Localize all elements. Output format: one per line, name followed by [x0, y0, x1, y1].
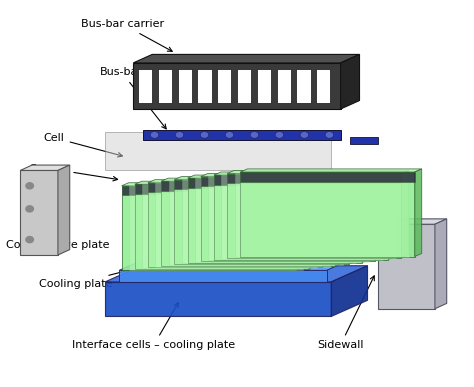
Polygon shape — [227, 170, 409, 173]
Polygon shape — [227, 173, 401, 183]
Polygon shape — [135, 184, 309, 269]
Polygon shape — [214, 175, 388, 185]
Text: Sidewall: Sidewall — [317, 276, 374, 350]
Polygon shape — [105, 266, 367, 282]
Polygon shape — [133, 55, 359, 63]
Polygon shape — [201, 176, 375, 186]
Polygon shape — [322, 180, 329, 267]
Polygon shape — [208, 176, 383, 260]
Polygon shape — [201, 173, 382, 176]
Polygon shape — [148, 183, 322, 192]
Polygon shape — [174, 180, 349, 264]
Polygon shape — [227, 173, 401, 258]
Bar — [277, 68, 291, 103]
Bar — [217, 68, 231, 103]
Polygon shape — [388, 172, 395, 260]
Polygon shape — [169, 180, 343, 265]
Bar — [296, 68, 310, 103]
Polygon shape — [58, 165, 70, 255]
Polygon shape — [362, 175, 369, 263]
Bar — [158, 68, 172, 103]
Polygon shape — [309, 181, 316, 269]
Polygon shape — [188, 178, 362, 263]
Polygon shape — [135, 181, 316, 184]
Polygon shape — [20, 165, 70, 170]
Polygon shape — [401, 170, 409, 258]
Polygon shape — [142, 183, 317, 268]
Bar — [316, 68, 330, 103]
Polygon shape — [121, 186, 296, 271]
Polygon shape — [161, 178, 343, 181]
Ellipse shape — [175, 132, 184, 138]
Text: Spacer: Spacer — [30, 164, 118, 181]
Polygon shape — [119, 271, 327, 282]
Polygon shape — [148, 183, 322, 267]
Polygon shape — [20, 170, 58, 255]
Polygon shape — [214, 172, 395, 175]
Polygon shape — [133, 63, 341, 109]
Ellipse shape — [300, 132, 309, 138]
Polygon shape — [435, 219, 447, 309]
Polygon shape — [161, 181, 336, 266]
Polygon shape — [161, 181, 336, 191]
Circle shape — [26, 236, 34, 243]
Polygon shape — [182, 179, 356, 264]
Ellipse shape — [150, 132, 159, 138]
Bar — [138, 68, 152, 103]
Bar — [237, 68, 251, 103]
Polygon shape — [378, 219, 447, 224]
Polygon shape — [201, 176, 375, 261]
Ellipse shape — [250, 132, 259, 138]
Bar — [143, 130, 341, 140]
Bar — [178, 68, 192, 103]
Circle shape — [26, 183, 34, 189]
Polygon shape — [105, 282, 331, 317]
Text: Bus-bar carrier: Bus-bar carrier — [82, 19, 172, 51]
Bar — [350, 137, 378, 144]
Polygon shape — [235, 173, 409, 257]
Polygon shape — [415, 169, 422, 257]
Ellipse shape — [325, 132, 334, 138]
Polygon shape — [174, 180, 349, 189]
Polygon shape — [375, 173, 382, 261]
Polygon shape — [296, 183, 303, 271]
Polygon shape — [221, 174, 396, 259]
Bar — [257, 68, 271, 103]
Polygon shape — [174, 176, 356, 180]
Polygon shape — [155, 182, 330, 267]
Text: Bus-bar: Bus-bar — [100, 67, 166, 129]
Text: Compressive plate: Compressive plate — [6, 221, 109, 250]
Text: Cooling plate: Cooling plate — [39, 268, 132, 289]
Polygon shape — [331, 266, 367, 317]
Polygon shape — [195, 177, 369, 262]
Text: Cell: Cell — [44, 133, 122, 157]
Circle shape — [26, 206, 34, 212]
Ellipse shape — [275, 132, 283, 138]
Text: Interface cells – cooling plate: Interface cells – cooling plate — [72, 303, 235, 350]
Polygon shape — [105, 132, 331, 170]
Polygon shape — [188, 175, 369, 178]
Polygon shape — [240, 172, 415, 182]
Polygon shape — [349, 176, 356, 264]
Polygon shape — [119, 257, 356, 271]
Polygon shape — [214, 175, 388, 260]
Ellipse shape — [225, 132, 234, 138]
Polygon shape — [378, 224, 435, 309]
Ellipse shape — [200, 132, 209, 138]
Polygon shape — [188, 178, 362, 188]
Polygon shape — [121, 183, 303, 186]
Polygon shape — [135, 184, 309, 194]
Bar — [197, 68, 211, 103]
Polygon shape — [341, 55, 359, 109]
Polygon shape — [240, 169, 422, 172]
Polygon shape — [121, 186, 296, 195]
Polygon shape — [240, 172, 415, 257]
Polygon shape — [148, 180, 329, 183]
Polygon shape — [336, 178, 343, 266]
Polygon shape — [129, 185, 303, 270]
